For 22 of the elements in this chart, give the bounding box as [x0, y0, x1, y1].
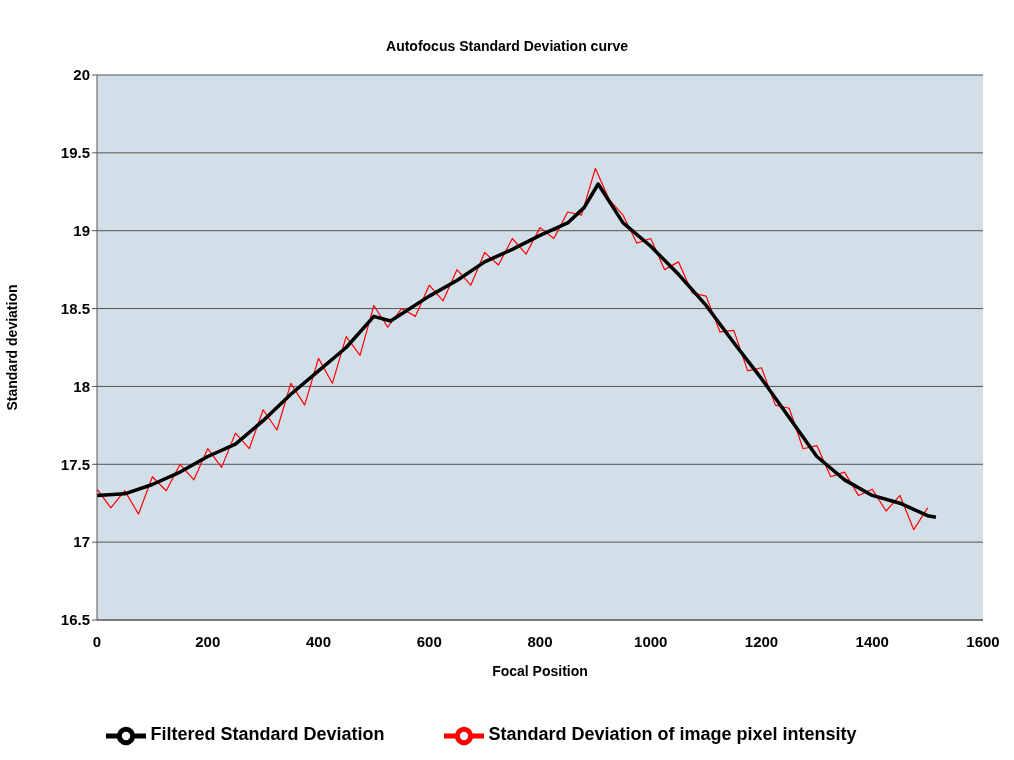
y-tick-label: 20	[73, 66, 90, 84]
x-tick-label: 1200	[744, 632, 779, 650]
x-tick-label: 400	[305, 632, 332, 650]
y-tick-label: 18.5	[60, 299, 90, 317]
x-tick-label: 1000	[634, 632, 668, 650]
x-tick-label: 600	[416, 632, 442, 650]
legend-label: Standard Deviation of image pixel intensity	[488, 724, 857, 745]
x-tick-label: 1400	[855, 632, 889, 650]
y-tick-label: 18	[73, 377, 90, 395]
y-axis-title: Standard deviation	[3, 284, 20, 411]
x-axis-title: Focal Position	[492, 663, 588, 679]
y-tick-label: 19.5	[60, 144, 90, 162]
x-tick-label: 200	[195, 632, 221, 650]
chart-title: Autofocus Standard Deviation curve	[385, 38, 629, 54]
y-tick-label: 19	[73, 222, 90, 240]
legend-label: Filtered Standard Deviation	[150, 724, 385, 745]
y-tick-label: 16.5	[60, 611, 90, 629]
x-tick-label: 1600	[966, 632, 1000, 650]
x-tick-label: 0	[92, 632, 102, 650]
y-tick-label: 17.5	[60, 455, 90, 473]
x-tick-label: 800	[527, 632, 553, 650]
y-tick-label: 17	[73, 533, 90, 551]
